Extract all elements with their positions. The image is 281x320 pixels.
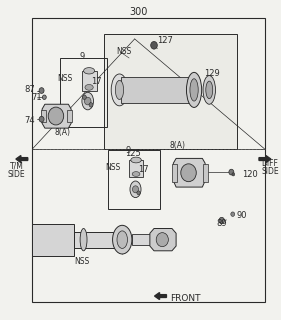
Text: 300: 300: [130, 7, 148, 17]
Circle shape: [132, 186, 139, 193]
Ellipse shape: [83, 68, 95, 74]
Ellipse shape: [115, 80, 124, 100]
Ellipse shape: [132, 172, 140, 176]
Bar: [82, 71, 98, 92]
Text: 9: 9: [80, 52, 85, 61]
FancyArrow shape: [259, 156, 271, 163]
Text: 9: 9: [125, 146, 130, 155]
Circle shape: [89, 103, 93, 107]
FancyArrow shape: [155, 292, 166, 300]
Bar: [104, 34, 237, 149]
Polygon shape: [150, 228, 176, 251]
Ellipse shape: [85, 84, 93, 90]
Text: NSS: NSS: [117, 47, 132, 56]
Text: 8(A): 8(A): [169, 141, 185, 150]
Text: 17: 17: [138, 165, 148, 174]
Text: 8(A): 8(A): [55, 128, 71, 137]
Ellipse shape: [117, 231, 128, 248]
Text: SIDE: SIDE: [261, 167, 279, 176]
Text: 87: 87: [24, 85, 35, 94]
Bar: [132, 234, 153, 245]
Ellipse shape: [131, 157, 141, 163]
Text: DIFF: DIFF: [262, 159, 278, 168]
Ellipse shape: [152, 230, 159, 249]
Circle shape: [219, 217, 225, 224]
Ellipse shape: [190, 79, 198, 101]
Circle shape: [42, 95, 46, 100]
Text: 127: 127: [157, 36, 173, 45]
Bar: [74, 232, 118, 248]
Bar: [203, 164, 208, 182]
Circle shape: [82, 95, 86, 100]
Text: FRONT: FRONT: [171, 294, 201, 303]
Text: 17: 17: [91, 77, 101, 86]
Text: 120: 120: [243, 170, 258, 179]
Text: NSS: NSS: [74, 258, 90, 267]
Bar: [60, 58, 107, 126]
Ellipse shape: [206, 81, 213, 99]
Text: 89: 89: [216, 219, 227, 228]
Circle shape: [229, 169, 234, 175]
Circle shape: [84, 97, 91, 105]
Circle shape: [48, 107, 64, 125]
Text: 90: 90: [237, 211, 247, 220]
Ellipse shape: [187, 72, 202, 108]
Bar: [41, 110, 46, 123]
Ellipse shape: [113, 225, 132, 254]
Text: NSS: NSS: [57, 74, 72, 83]
Bar: [108, 150, 160, 209]
Circle shape: [181, 164, 196, 182]
Text: 71: 71: [31, 93, 42, 102]
Circle shape: [232, 173, 235, 176]
Circle shape: [39, 116, 44, 122]
Ellipse shape: [130, 181, 141, 197]
Text: T/M: T/M: [10, 162, 23, 171]
Ellipse shape: [203, 76, 216, 104]
Ellipse shape: [82, 92, 94, 110]
Bar: [33, 224, 74, 256]
FancyArrow shape: [16, 156, 28, 163]
Text: 129: 129: [204, 69, 219, 78]
Bar: [129, 160, 143, 177]
Circle shape: [231, 212, 235, 216]
Circle shape: [156, 233, 168, 247]
Circle shape: [39, 88, 44, 93]
Bar: [67, 110, 72, 123]
Polygon shape: [42, 104, 71, 128]
Bar: [33, 18, 264, 302]
Text: SIDE: SIDE: [8, 170, 25, 179]
Ellipse shape: [111, 74, 128, 106]
Polygon shape: [173, 158, 205, 187]
Text: 125: 125: [125, 149, 141, 158]
Ellipse shape: [80, 228, 87, 251]
Text: 74: 74: [25, 116, 35, 125]
Circle shape: [137, 191, 140, 195]
Bar: [172, 164, 177, 182]
Circle shape: [151, 42, 157, 49]
Text: NSS: NSS: [105, 164, 120, 172]
Bar: [121, 77, 190, 103]
